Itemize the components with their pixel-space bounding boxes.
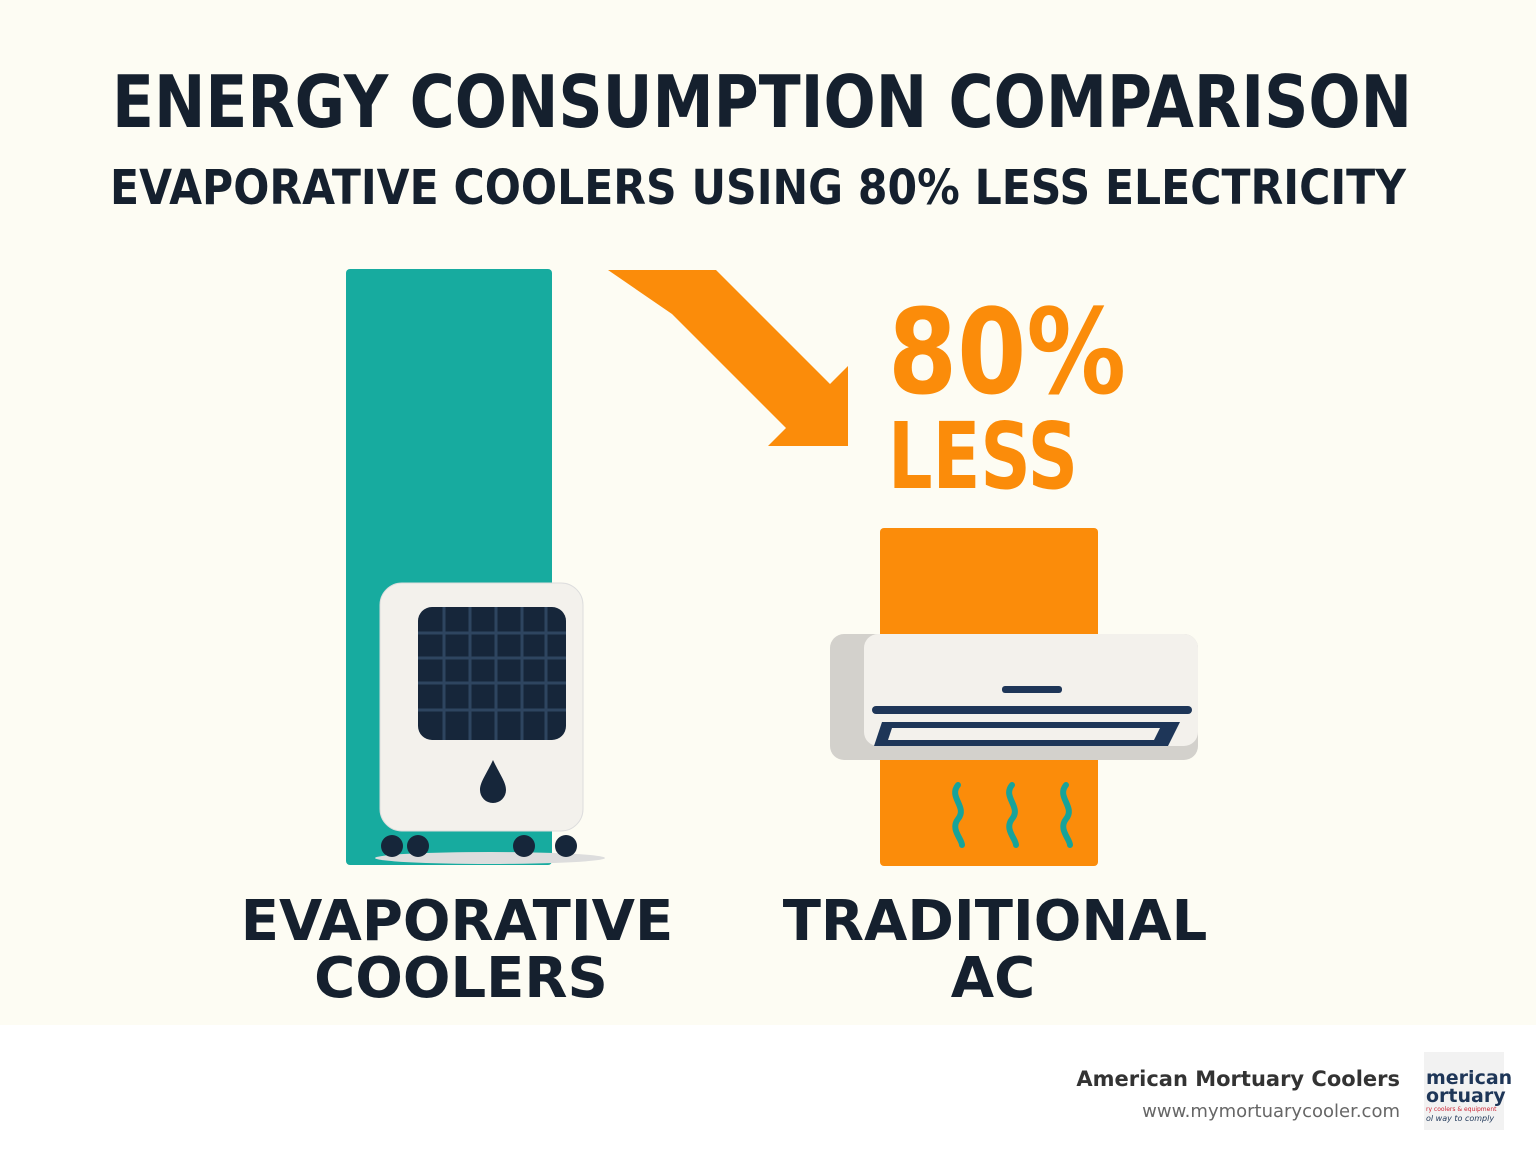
ac-light (1002, 686, 1062, 693)
grille-lines (418, 607, 566, 740)
logo (1424, 1052, 1504, 1130)
logo-text: ry coolers & equipment (1426, 1106, 1497, 1113)
callout-text: LESS (888, 403, 1078, 510)
callout-value: 80% (888, 283, 1126, 421)
water-drop (480, 760, 506, 803)
ac-vent (872, 706, 1192, 714)
company-url: www.mymortuarycooler.com (1142, 1101, 1400, 1122)
air-waves (952, 782, 1073, 848)
item-label: TRADITIONAL (783, 889, 1208, 954)
title: ENERGY CONSUMPTION COMPARISON (112, 60, 1412, 144)
company-name: American Mortuary Coolers (1076, 1067, 1400, 1091)
shadow (375, 852, 605, 864)
logo-text: merican (1426, 1067, 1512, 1089)
arrow (608, 270, 848, 446)
logo-text: ortuary (1426, 1085, 1506, 1107)
subtitle: EVAPORATIVE COOLERS USING 80% LESS ELECT… (110, 160, 1407, 216)
background (0, 0, 1536, 1025)
item-label: COOLERS (314, 946, 608, 1011)
wheels (381, 835, 577, 857)
item-label: AC (951, 946, 1035, 1011)
item-label: EVAPORATIVE (241, 889, 674, 954)
cooler-grille (418, 607, 566, 740)
ac-louver-gap (888, 728, 1160, 740)
logo-text: ol way to comply (1426, 1114, 1494, 1123)
